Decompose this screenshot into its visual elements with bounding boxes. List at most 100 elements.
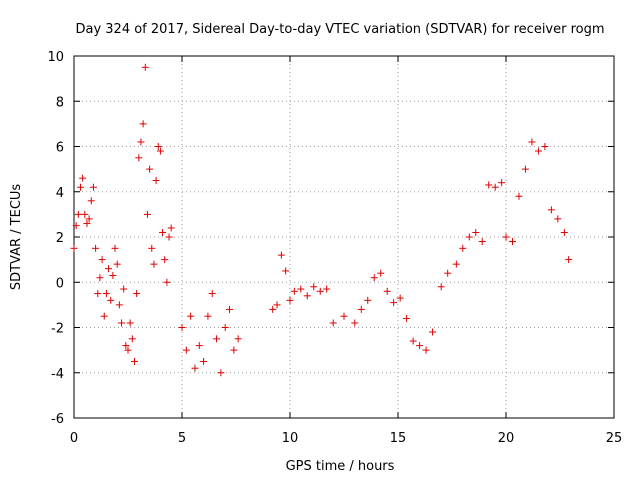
data-point: [357, 305, 365, 313]
data-point: [491, 183, 499, 191]
y-tick-label: -6: [51, 412, 64, 427]
plot-frame: [73, 55, 615, 419]
data-point: [547, 206, 555, 214]
data-point: [437, 283, 445, 291]
data-points: [70, 63, 573, 377]
data-point: [111, 244, 119, 252]
data-point: [485, 181, 493, 189]
data-point: [226, 305, 234, 313]
data-point: [541, 143, 549, 150]
data-point: [396, 294, 404, 302]
data-point: [200, 357, 208, 365]
data-point: [409, 337, 417, 345]
x-axis-label: GPS time / hours: [286, 459, 395, 474]
data-point: [351, 319, 359, 327]
data-point: [370, 274, 378, 282]
x-tick-label: 0: [70, 431, 78, 446]
data-point: [105, 265, 113, 273]
data-point: [72, 222, 80, 230]
data-point: [465, 233, 473, 241]
data-point: [316, 287, 324, 295]
data-point: [364, 296, 372, 304]
data-point: [297, 285, 305, 293]
y-tick-label: 8: [56, 95, 64, 110]
data-point: [137, 138, 145, 146]
data-point: [167, 224, 175, 232]
chart-title: Day 324 of 2017, Sidereal Day-to-day VTE…: [75, 22, 604, 37]
data-point: [115, 301, 123, 309]
data-point: [340, 312, 348, 320]
data-point: [290, 287, 298, 295]
data-point: [273, 301, 281, 309]
data-point: [502, 233, 510, 241]
data-point: [508, 238, 516, 246]
data-point: [429, 328, 437, 336]
data-point: [165, 233, 173, 241]
data-point: [310, 283, 318, 291]
data-point: [217, 369, 225, 377]
data-point: [150, 260, 158, 268]
data-point: [208, 290, 216, 298]
data-point: [178, 324, 186, 331]
data-point: [89, 183, 97, 191]
data-point: [204, 312, 212, 320]
x-tick-label: 5: [178, 431, 186, 446]
data-point: [156, 147, 164, 155]
data-point: [161, 256, 169, 264]
data-point: [213, 335, 221, 343]
data-point: [120, 285, 128, 293]
data-point: [444, 269, 452, 277]
data-point: [383, 287, 391, 295]
data-point: [560, 228, 568, 236]
data-point: [478, 238, 486, 246]
data-point: [282, 267, 290, 275]
x-tick-label: 10: [282, 431, 299, 446]
data-point: [472, 228, 480, 236]
data-point: [377, 269, 385, 277]
y-tick-label: 4: [56, 186, 64, 201]
y-tick-label: -4: [51, 367, 64, 382]
y-tick-label: 6: [56, 141, 64, 156]
data-point: [79, 174, 87, 182]
data-point: [234, 335, 242, 343]
data-point: [135, 154, 143, 162]
y-tick-label: -2: [51, 322, 64, 337]
data-point: [554, 215, 562, 223]
x-tick-labels: 0 5 10 15 20 25: [70, 431, 622, 446]
data-point: [230, 346, 238, 354]
data-point: [452, 260, 460, 268]
data-point: [133, 290, 141, 298]
data-point: [109, 271, 117, 279]
data-point: [98, 256, 106, 264]
data-point: [565, 256, 573, 264]
data-point: [81, 210, 89, 218]
data-point: [141, 63, 149, 71]
data-point: [152, 176, 160, 184]
data-point: [124, 346, 132, 354]
data-point: [102, 290, 110, 298]
data-point: [122, 342, 130, 350]
data-point: [422, 346, 430, 354]
data-point: [221, 324, 229, 331]
data-point: [163, 278, 171, 286]
data-point: [187, 312, 195, 320]
data-point: [70, 244, 78, 252]
data-point: [515, 192, 523, 200]
data-point: [85, 215, 93, 223]
data-point: [143, 210, 151, 218]
data-point: [146, 165, 154, 173]
data-point: [286, 296, 294, 304]
data-point: [139, 120, 147, 128]
data-point: [269, 305, 277, 313]
data-point: [118, 319, 126, 327]
data-point: [159, 228, 167, 236]
data-point: [100, 312, 108, 320]
data-point: [94, 290, 102, 298]
data-point: [528, 138, 536, 146]
x-tick-label: 20: [498, 431, 515, 446]
data-point: [74, 210, 82, 218]
data-point: [277, 251, 285, 259]
data-point: [416, 342, 424, 350]
data-point: [107, 296, 115, 304]
